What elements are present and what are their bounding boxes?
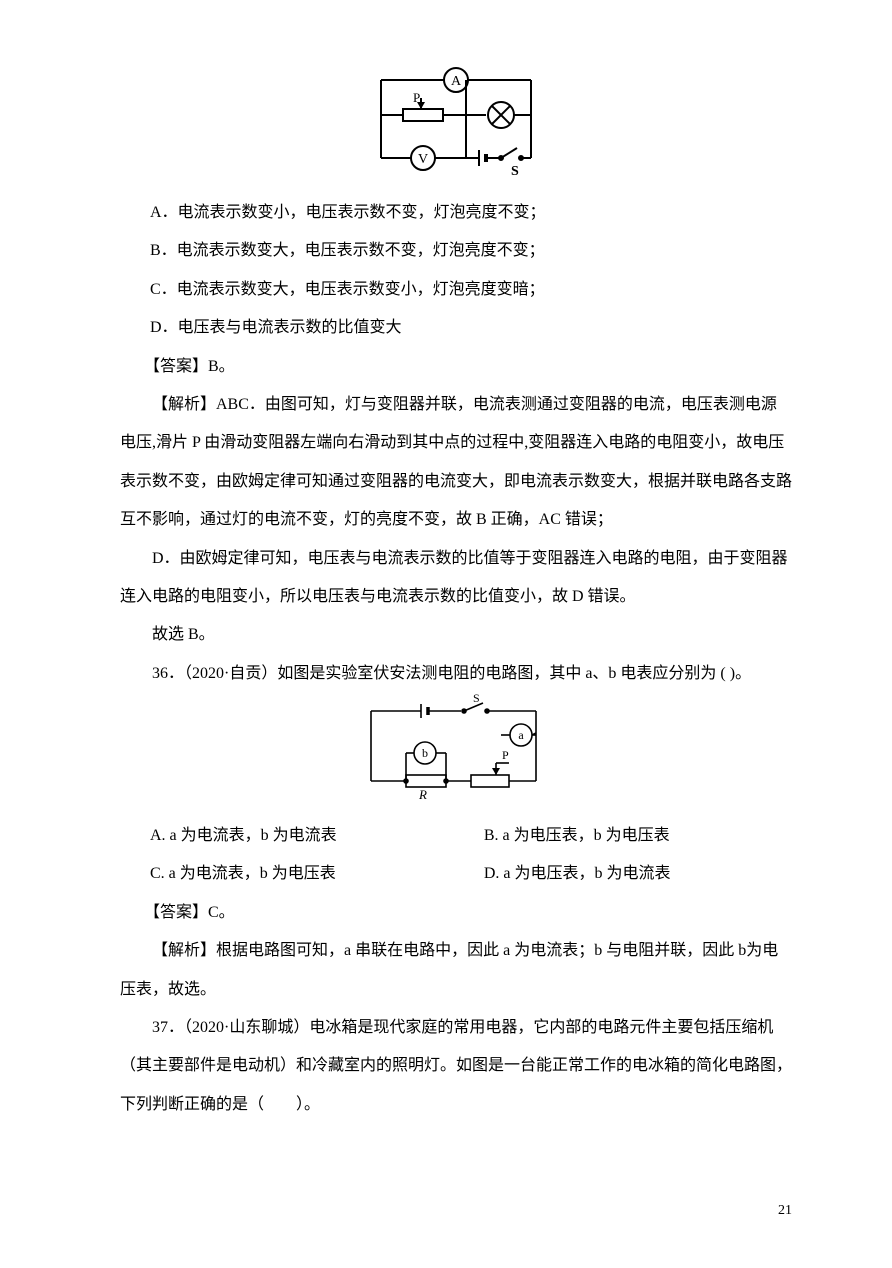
ammeter-label: A	[451, 74, 462, 89]
circuit-diagram-1: A P V	[120, 60, 792, 180]
q36-answer: 【答案】C。	[120, 894, 792, 932]
switch-label-1: S	[511, 164, 519, 179]
page-number: 21	[120, 1194, 792, 1228]
q35-analysis-2: D．由欧姆定律可知，电压表与电流表示数的比值等于变阻器连入电路的电阻，由于变阻器…	[120, 540, 792, 617]
q35-option-c: C．电流表示数变大，电压表示数变小，灯泡亮度变暗；	[150, 271, 792, 309]
voltmeter-label: V	[418, 152, 428, 167]
meter-a-label: a	[518, 728, 524, 742]
q36-option-row-1: A. a 为电流表，b 为电流表 B. a 为电压表，b 为电压表	[150, 817, 792, 855]
q36-option-d: D. a 为电压表，b 为电流表	[484, 855, 792, 893]
q35-option-d: D．电压表与电流表示数的比值变大	[150, 309, 792, 347]
q35-conclusion: 故选 B。	[120, 616, 792, 654]
q36-stem: 36．（2020·自贡）如图是实验室伏安法测电阻的电路图，其中 a、b 电表应分…	[120, 655, 792, 693]
q37-stem: 37．（2020·山东聊城）电冰箱是现代家庭的常用电器，它内部的电路元件主要包括…	[120, 1009, 792, 1124]
q36-option-b: B. a 为电压表，b 为电压表	[484, 817, 792, 855]
q35-answer: 【答案】B。	[120, 348, 792, 386]
q36-option-a: A. a 为电流表，b 为电流表	[150, 817, 484, 855]
q35-option-a: A．电流表示数变小，电压表示数不变，灯泡亮度不变；	[150, 194, 792, 232]
q36-analysis: 【解析】根据电路图可知，a 串联在电路中，因此 a 为电流表；b 与电阻并联，因…	[120, 932, 792, 1009]
q35-option-b: B．电流表示数变大，电压表示数不变，灯泡亮度不变；	[150, 232, 792, 270]
q35-analysis-1: 【解析】ABC．由图可知，灯与变阻器并联，电流表测通过变阻器的电流，电压表测电源…	[120, 386, 792, 540]
q36-option-c: C. a 为电流表，b 为电压表	[150, 855, 484, 893]
resistor-label: R	[418, 787, 427, 802]
meter-b-label: b	[422, 746, 428, 760]
switch-label-2: S	[473, 693, 480, 705]
slider-p-label: P	[502, 748, 509, 762]
slider-label: P	[413, 90, 420, 105]
circuit-diagram-2: S a P R	[120, 693, 792, 803]
q36-option-row-2: C. a 为电流表，b 为电压表 D. a 为电压表，b 为电流表	[150, 855, 792, 893]
